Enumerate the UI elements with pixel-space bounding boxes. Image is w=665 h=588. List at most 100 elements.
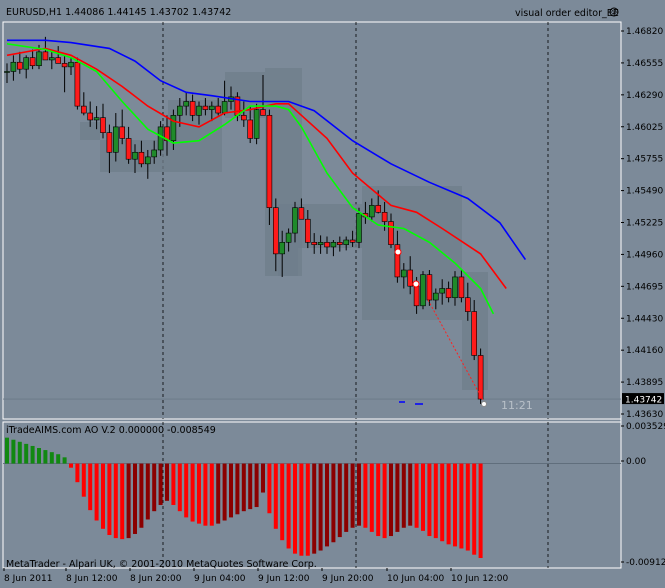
- candle-body: [29, 57, 36, 67]
- ao-bar: [421, 463, 425, 531]
- candle-body: [356, 213, 362, 243]
- ao-bar: [478, 463, 483, 558]
- candle: [298, 198, 305, 220]
- ao-bar: [376, 463, 381, 537]
- candle: [471, 300, 478, 361]
- candle-body: [87, 112, 93, 121]
- candle: [119, 109, 125, 145]
- ao-bar: [261, 463, 265, 493]
- ao-bar: [94, 463, 99, 521]
- main-chart-panel[interactable]: [2, 21, 622, 420]
- candle-body: [74, 61, 81, 107]
- time-tick-label: 9 Jun 12:00: [258, 574, 310, 584]
- ao-bar: [427, 463, 432, 537]
- ao-bar: [280, 463, 285, 541]
- candle-body: [388, 221, 394, 245]
- candle: [93, 106, 100, 130]
- candle: [61, 55, 68, 93]
- time-tick-label: 8 Jun 2011: [4, 574, 52, 584]
- candle-body: [61, 63, 68, 68]
- candle: [458, 270, 465, 303]
- time-tick-label: 8 Jun 20:00: [130, 574, 182, 584]
- time-tick-label: 8 Jun 12:00: [66, 574, 118, 584]
- candle: [285, 228, 292, 252]
- ao-bar: [241, 463, 246, 512]
- price-tick-label: 1.45225: [626, 219, 663, 229]
- ao-bar: [344, 463, 349, 532]
- candle-body: [106, 132, 113, 153]
- price-tick-label: 1.46025: [626, 123, 663, 133]
- order-marker[interactable]: [394, 248, 402, 256]
- candle-body: [55, 57, 62, 64]
- candle-body: [407, 269, 414, 287]
- candle-body: [93, 117, 100, 121]
- ao-bar: [152, 463, 157, 512]
- candle-body: [42, 51, 49, 61]
- candle-body: [170, 115, 177, 142]
- order-marker[interactable]: [481, 401, 487, 407]
- candle: [343, 236, 350, 251]
- candle: [132, 144, 138, 174]
- order-link-line: [427, 299, 485, 403]
- candle-body: [209, 105, 215, 110]
- candle-body: [464, 297, 471, 312]
- ao-bar: [24, 443, 29, 464]
- candle-body: [330, 242, 337, 248]
- ao-bar: [171, 463, 176, 505]
- ao-bar: [401, 463, 406, 528]
- candle: [202, 98, 209, 116]
- price-tick-label: 1.46820: [626, 27, 663, 37]
- ao-bar: [216, 463, 221, 524]
- candle-body: [16, 61, 23, 70]
- candle: [330, 240, 337, 257]
- ao-bar: [69, 463, 73, 468]
- ao-bar: [312, 463, 317, 554]
- candle-body: [221, 101, 228, 114]
- ao-bar: [126, 463, 131, 539]
- ao-bar: [408, 463, 413, 526]
- ao-bar: [222, 463, 227, 521]
- candle-body: [445, 288, 452, 299]
- candle: [336, 236, 343, 252]
- candle-body: [413, 285, 420, 307]
- candle-body: [317, 242, 324, 245]
- candle-body: [394, 244, 401, 278]
- ao-bar: [190, 463, 195, 522]
- candle-body: [471, 311, 478, 356]
- ao-bar: [133, 463, 137, 534]
- candle: [157, 121, 164, 156]
- ao-bar: [81, 463, 86, 497]
- indicator-panel[interactable]: [2, 421, 622, 569]
- candle-body: [10, 61, 17, 72]
- ao-bar: [299, 463, 304, 556]
- candle: [464, 282, 471, 321]
- ao-bar: [5, 437, 9, 464]
- expert-advisor-label: visual order editor_EE: [515, 8, 619, 19]
- indicator-scale-label: 0.003529: [626, 422, 665, 432]
- ao-bar: [120, 463, 125, 540]
- candle-body: [215, 105, 221, 114]
- candle-body: [420, 274, 426, 307]
- candle-body: [266, 115, 273, 208]
- candle: [81, 92, 87, 116]
- candle: [279, 230, 286, 277]
- candle: [311, 233, 318, 254]
- candle: [209, 101, 215, 122]
- candle: [55, 46, 62, 64]
- candle-body: [23, 57, 30, 70]
- price-tick-label: 1.45490: [626, 187, 663, 197]
- order-marker[interactable]: [412, 280, 420, 288]
- candle-body: [113, 126, 119, 153]
- candle: [400, 263, 407, 289]
- candle: [215, 98, 221, 116]
- time-tick-label: 9 Jun 04:00: [194, 574, 246, 584]
- ao-bar: [62, 457, 67, 464]
- ao-bar: [293, 463, 297, 554]
- price-tick-label: 1.46290: [626, 91, 663, 101]
- ao-bar: [433, 463, 438, 539]
- green-ma-line: [6, 43, 495, 315]
- candle: [356, 207, 362, 249]
- ao-bar: [17, 441, 22, 464]
